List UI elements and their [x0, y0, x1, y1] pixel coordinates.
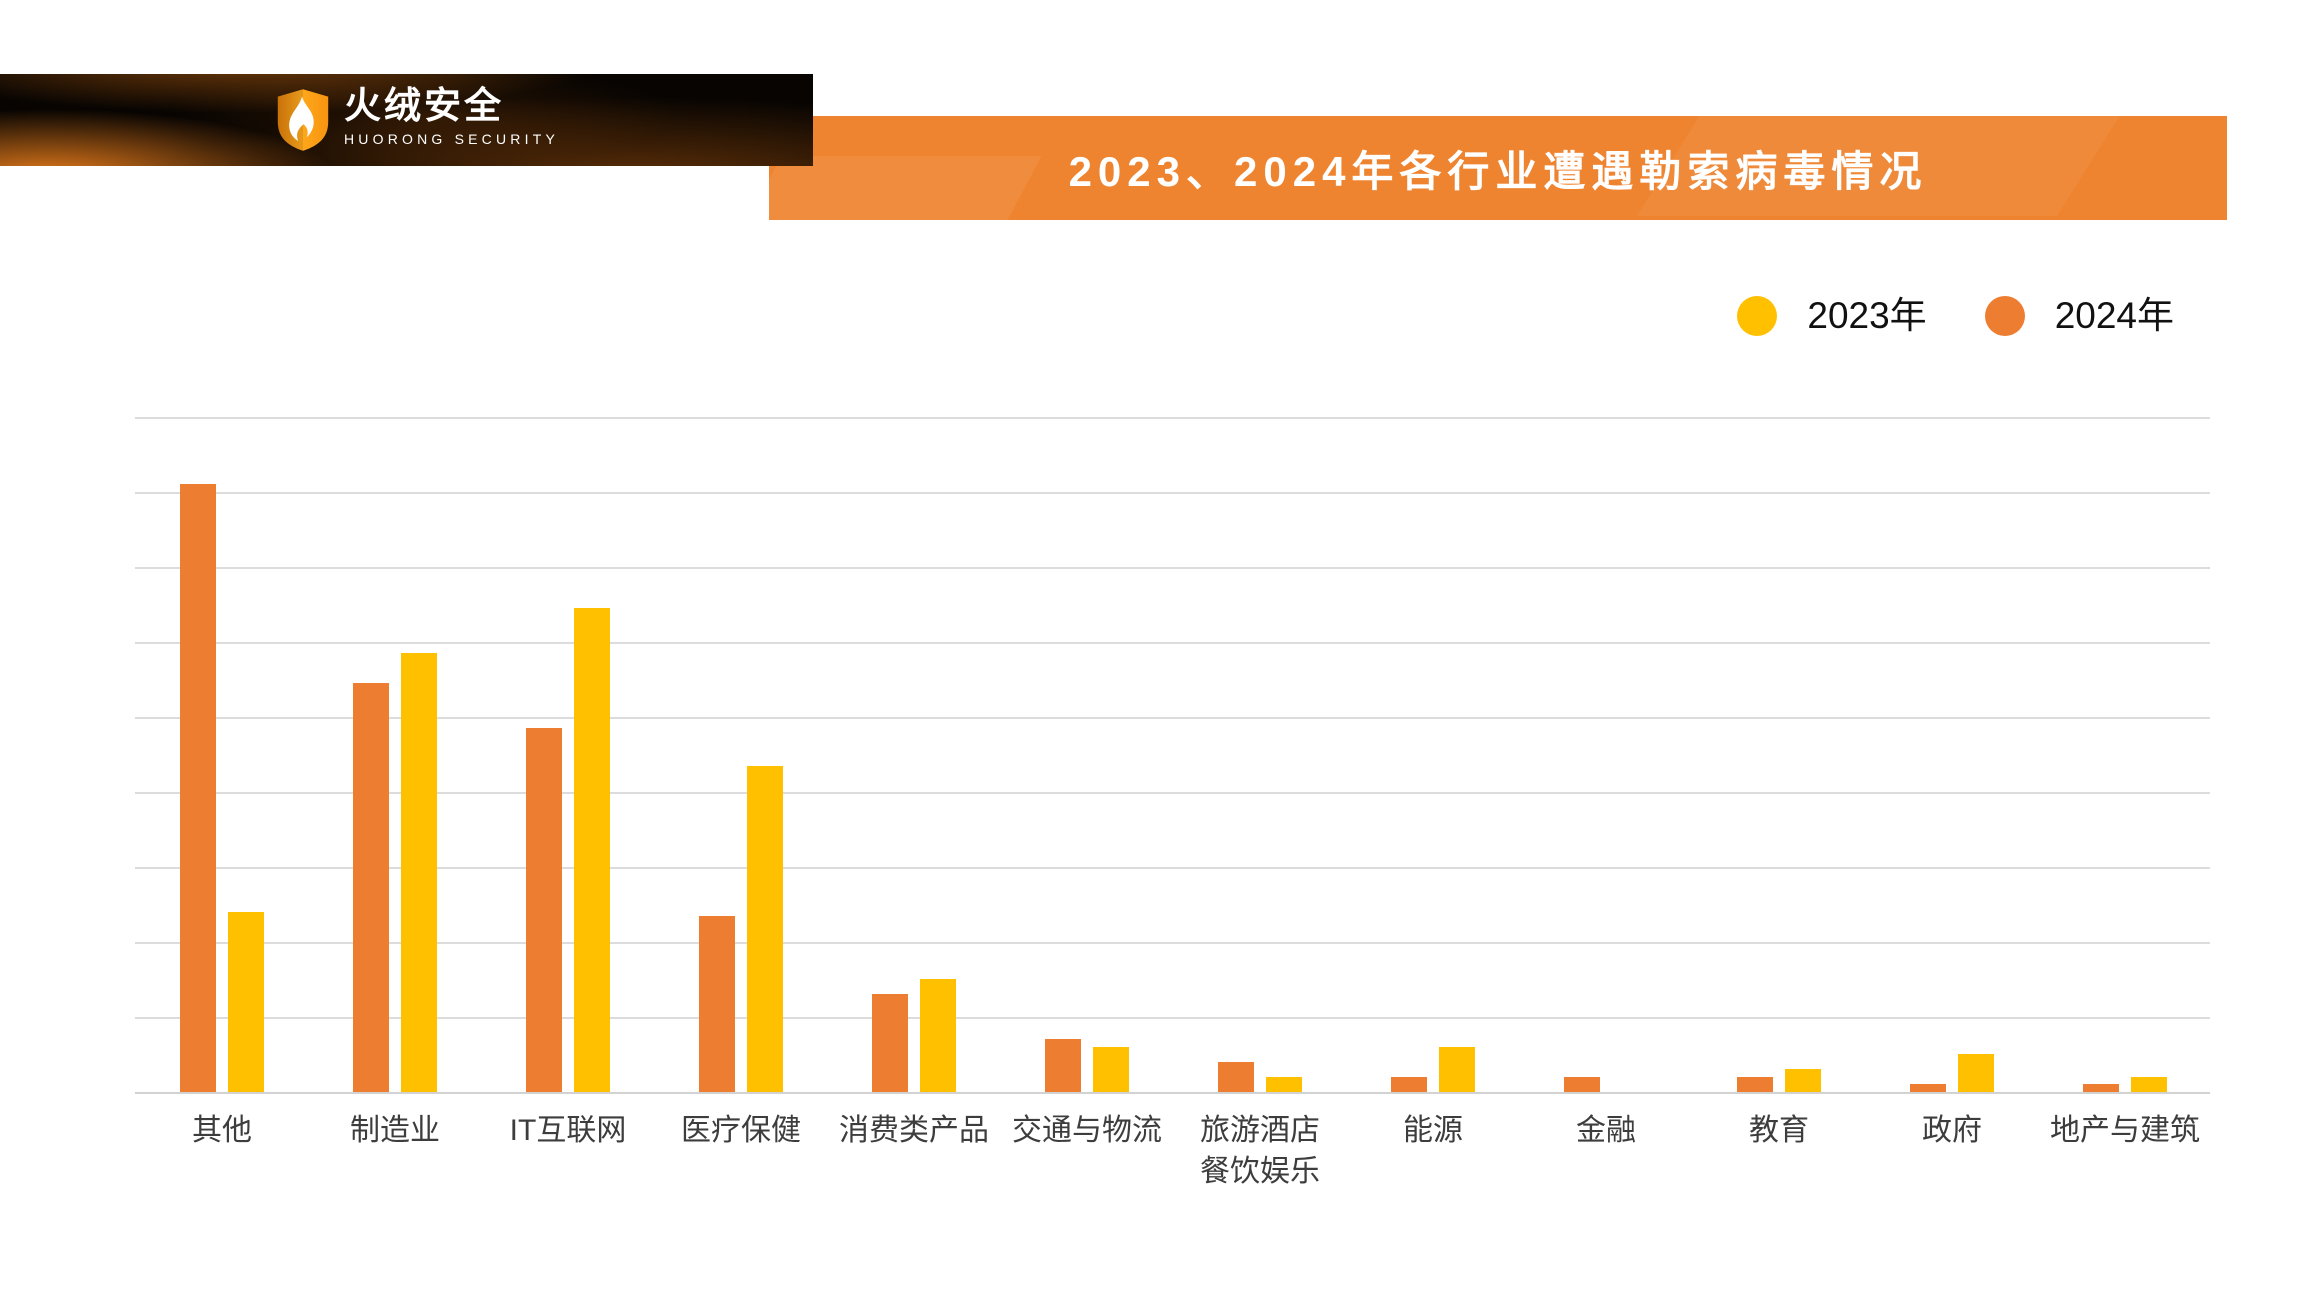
x-axis-label: 制造业	[350, 1114, 440, 1147]
bar-2023-能源	[1439, 1047, 1475, 1092]
bar-2024-教育	[1737, 1077, 1773, 1092]
gridline	[135, 792, 2210, 794]
logo-text-block: 火绒安全 HUORONG SECURITY	[344, 86, 559, 150]
bar-2023-交通与物流	[1093, 1047, 1129, 1092]
bar-2024-消费类产品	[872, 994, 908, 1092]
legend-dot-2023	[1737, 296, 1778, 336]
gridline	[135, 492, 2210, 494]
legend-label-2024: 2024年	[2054, 295, 2174, 336]
bar-2023-地产与建筑	[2131, 1077, 2167, 1092]
bar-2024-地产与建筑	[2083, 1084, 2119, 1092]
x-axis-label: 交通与物流	[1012, 1114, 1162, 1147]
bar-2024-金融	[1564, 1077, 1600, 1092]
huorong-logo-banner: 火绒安全 HUORONG SECURITY	[0, 74, 813, 166]
bar-2024-能源	[1391, 1077, 1427, 1092]
bar-2023-教育	[1785, 1069, 1821, 1092]
gridline	[135, 867, 2210, 869]
gridline	[135, 1017, 2210, 1019]
x-axis-label: 教育	[1749, 1114, 1809, 1147]
bar-2023-政府	[1958, 1054, 1994, 1092]
x-axis-label: 地产与建筑	[2050, 1114, 2200, 1147]
gridline	[135, 717, 2210, 719]
gridline	[135, 567, 2210, 569]
x-axis-line	[135, 1092, 2210, 1094]
x-axis-label: 医疗保健	[681, 1114, 801, 1147]
legend-item-2024: 2024年	[1984, 295, 2174, 336]
bar-2023-医疗保健	[747, 766, 783, 1092]
legend-dot-2024	[1984, 296, 2025, 336]
chart-legend: 2023年 2024年	[1737, 296, 2174, 336]
legend-label-2023: 2023年	[1807, 295, 1927, 336]
bar-2023-消费类产品	[920, 979, 956, 1092]
huorong-shield-flame-icon	[277, 89, 329, 151]
bar-2023-IT互联网	[574, 608, 610, 1092]
bar-2023-制造业	[401, 653, 437, 1092]
bar-2023-旅游酒店餐饮娱乐	[1266, 1077, 1302, 1092]
x-axis-label: 能源	[1403, 1114, 1463, 1147]
bar-2024-政府	[1910, 1084, 1946, 1092]
bar-2024-IT互联网	[526, 728, 562, 1092]
gridline	[135, 942, 2210, 944]
bar-2023-其他	[228, 912, 264, 1092]
logo-title: 火绒安全	[344, 85, 504, 126]
x-axis-label: 政府	[1922, 1114, 1982, 1147]
bar-2024-旅游酒店餐饮娱乐	[1218, 1062, 1254, 1092]
gridline	[135, 642, 2210, 644]
bar-2024-医疗保健	[699, 916, 735, 1092]
legend-item-2023: 2023年	[1737, 295, 1927, 336]
x-axis-label: 金融	[1576, 1114, 1636, 1147]
x-axis-label: IT互联网	[509, 1114, 627, 1147]
x-axis-label: 旅游酒店 餐饮娱乐	[1200, 1114, 1320, 1188]
logo-subtitle: HUORONG SECURITY	[344, 131, 559, 147]
page-title: 2023、2024年各行业遭遇勒索病毒情况	[1068, 147, 1928, 195]
x-axis-label: 其他	[192, 1114, 252, 1147]
title-banner: 2023、2024年各行业遭遇勒索病毒情况	[769, 116, 2227, 220]
x-axis-label: 消费类产品	[839, 1114, 989, 1147]
bar-2024-交通与物流	[1045, 1039, 1081, 1092]
bar-2024-制造业	[353, 683, 389, 1092]
bar-2024-其他	[180, 484, 216, 1092]
gridline	[135, 417, 2210, 419]
